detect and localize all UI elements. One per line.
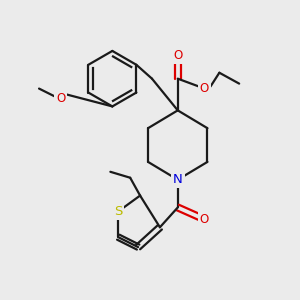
Text: O: O: [200, 82, 209, 95]
Text: O: O: [173, 50, 182, 62]
Text: N: N: [173, 173, 183, 186]
Text: S: S: [114, 205, 122, 218]
Text: O: O: [56, 92, 65, 105]
Text: O: O: [200, 213, 209, 226]
